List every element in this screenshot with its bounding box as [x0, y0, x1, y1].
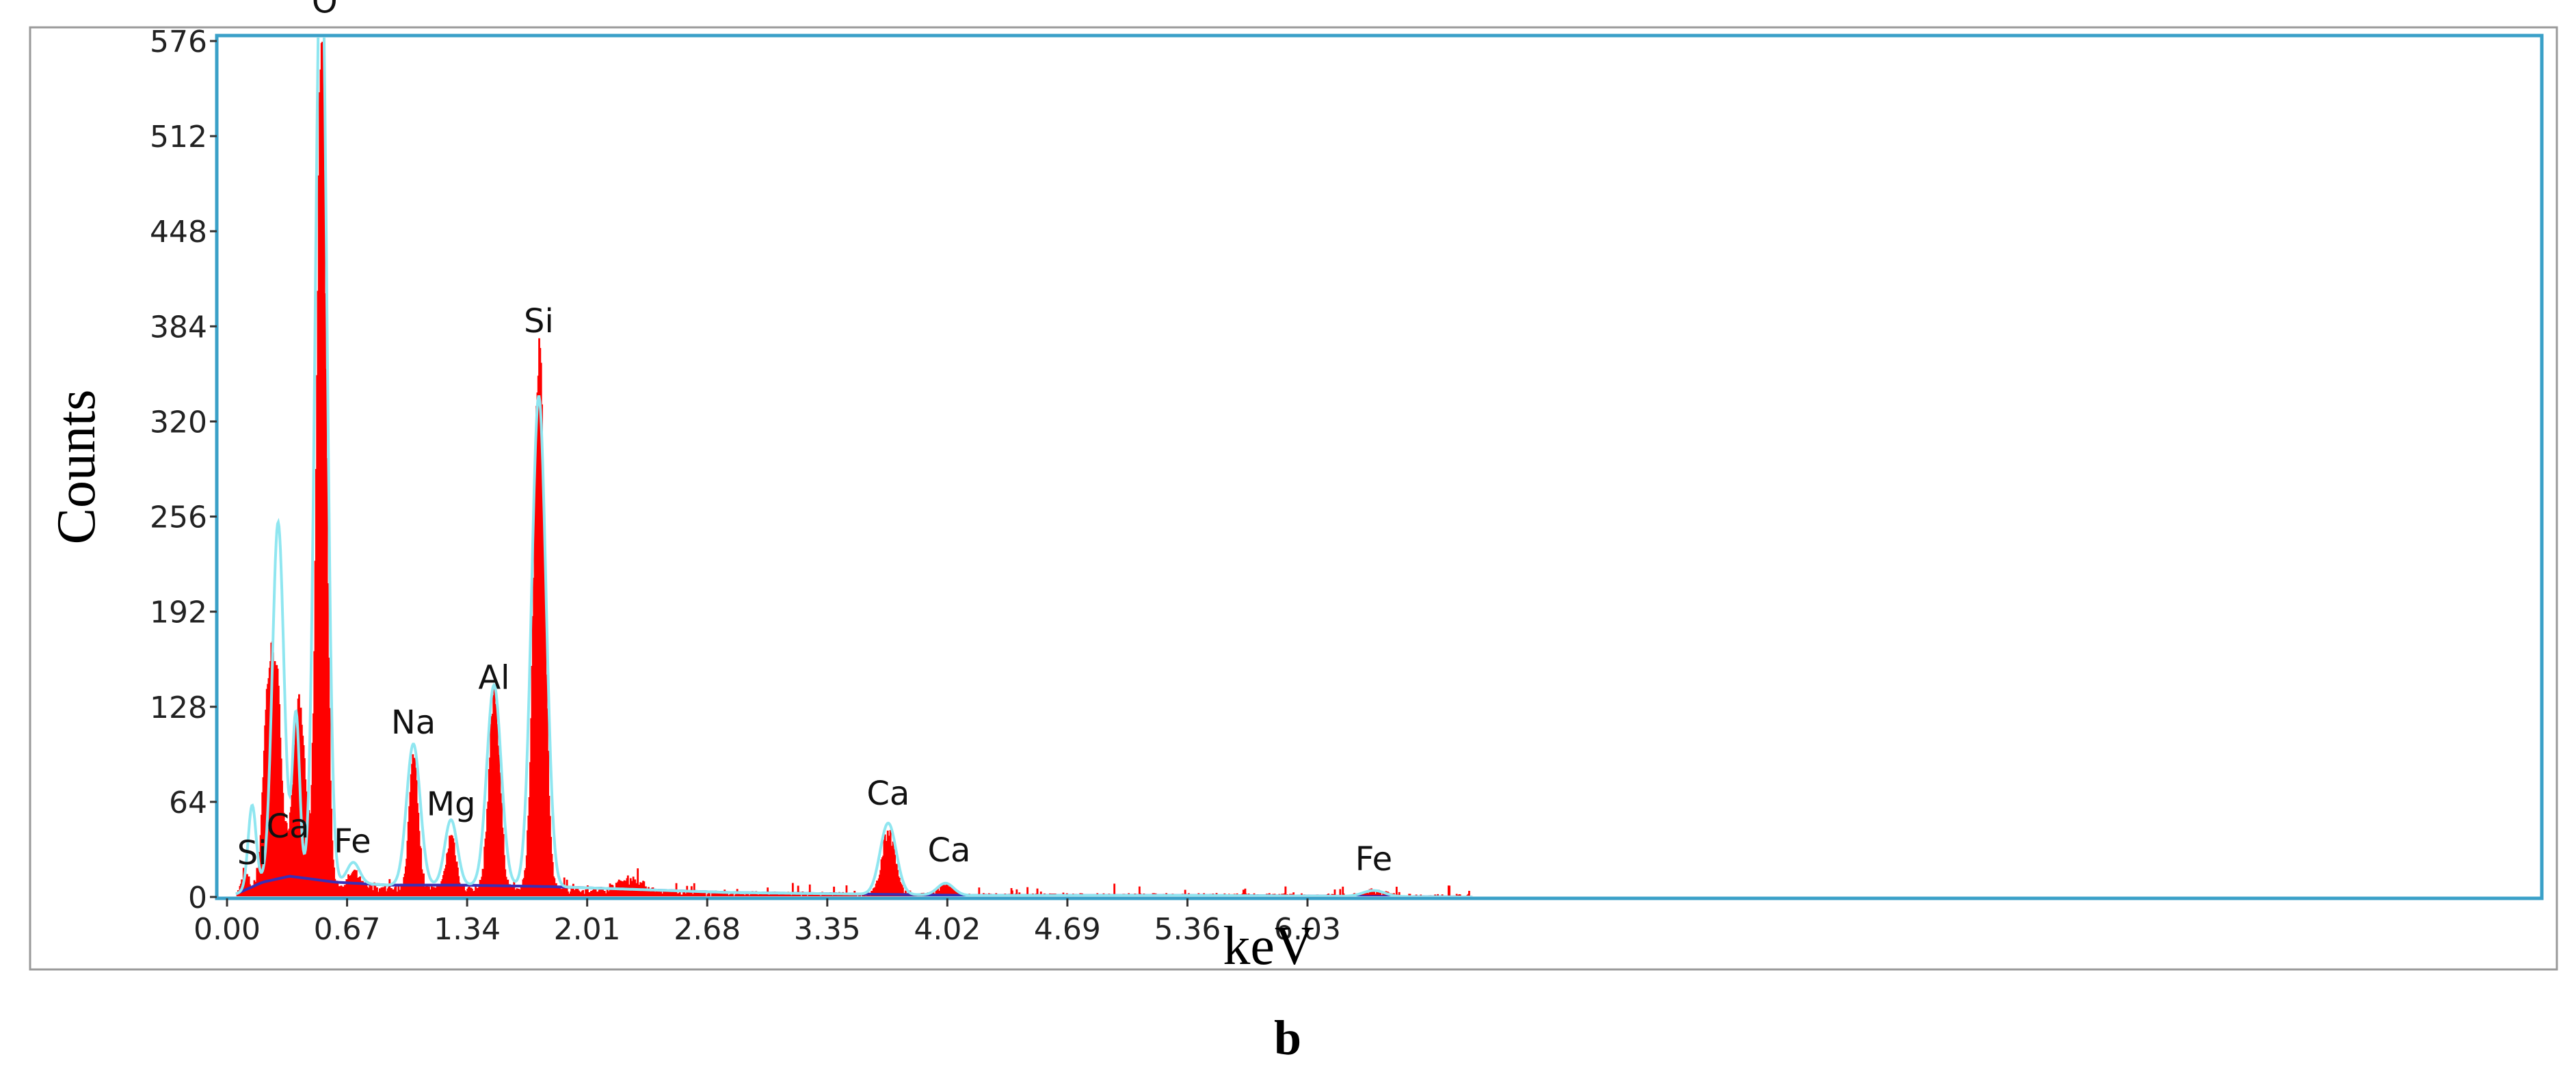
y-tick-label: 192	[150, 595, 207, 630]
y-tick-label: 320	[150, 405, 207, 440]
plot-content	[235, 38, 1473, 896]
x-tick-label: 4.02	[914, 912, 981, 947]
fit-series	[235, 38, 1473, 896]
peak-label-ca: Ca	[866, 775, 909, 813]
outer-frame	[29, 26, 2558, 971]
peak-label-ca: Ca	[927, 831, 970, 870]
x-tick-label: 2.68	[674, 912, 741, 947]
x-axis: 0.00 0.67 1.34 2.01 2.68 3.35 4.02 4.69 5.36 6.03	[194, 898, 1341, 947]
y-tick-label: 576	[150, 25, 207, 59]
peak-label-o: O	[312, 0, 338, 21]
x-tick-label: 0.00	[194, 912, 261, 947]
y-tick-label: 512	[150, 120, 207, 155]
x-tick-label: 4.69	[1034, 912, 1101, 947]
y-tick-label: 256	[150, 500, 207, 535]
peak-label-si: Si	[237, 834, 267, 872]
y-tick-label: 448	[150, 215, 207, 250]
y-tick-label: 0	[188, 881, 207, 915]
y-tick-label: 128	[150, 691, 207, 725]
peak-label-mg: Mg	[427, 785, 476, 823]
x-tick-label: 0.67	[314, 912, 381, 947]
peak-label-fe: Fe	[1355, 840, 1393, 879]
y-axis-title: Counts	[47, 390, 107, 545]
x-tick-label: 3.35	[794, 912, 861, 947]
y-tick-label: 64	[169, 786, 207, 820]
peak-label-al: Al	[478, 659, 509, 697]
y-tick-label: 384	[150, 310, 207, 345]
peak-label-si: Si	[524, 302, 554, 340]
panel-label: b	[1274, 1010, 1301, 1065]
x-tick-label: 5.36	[1154, 912, 1221, 947]
x-tick-label: 2.01	[554, 912, 621, 947]
peak-label-fe: Fe	[334, 822, 371, 861]
peak-label-ca: Ca	[267, 807, 310, 846]
y-axis: 0 64 128 192 256 320 384 448 512 576	[150, 25, 217, 915]
x-tick-label: 1.34	[434, 912, 501, 947]
peak-label-na: Na	[391, 704, 436, 742]
x-axis-title: keV	[1223, 916, 1314, 976]
plot-area	[215, 34, 2544, 900]
x-tick-label: 6.03	[1274, 912, 1341, 947]
